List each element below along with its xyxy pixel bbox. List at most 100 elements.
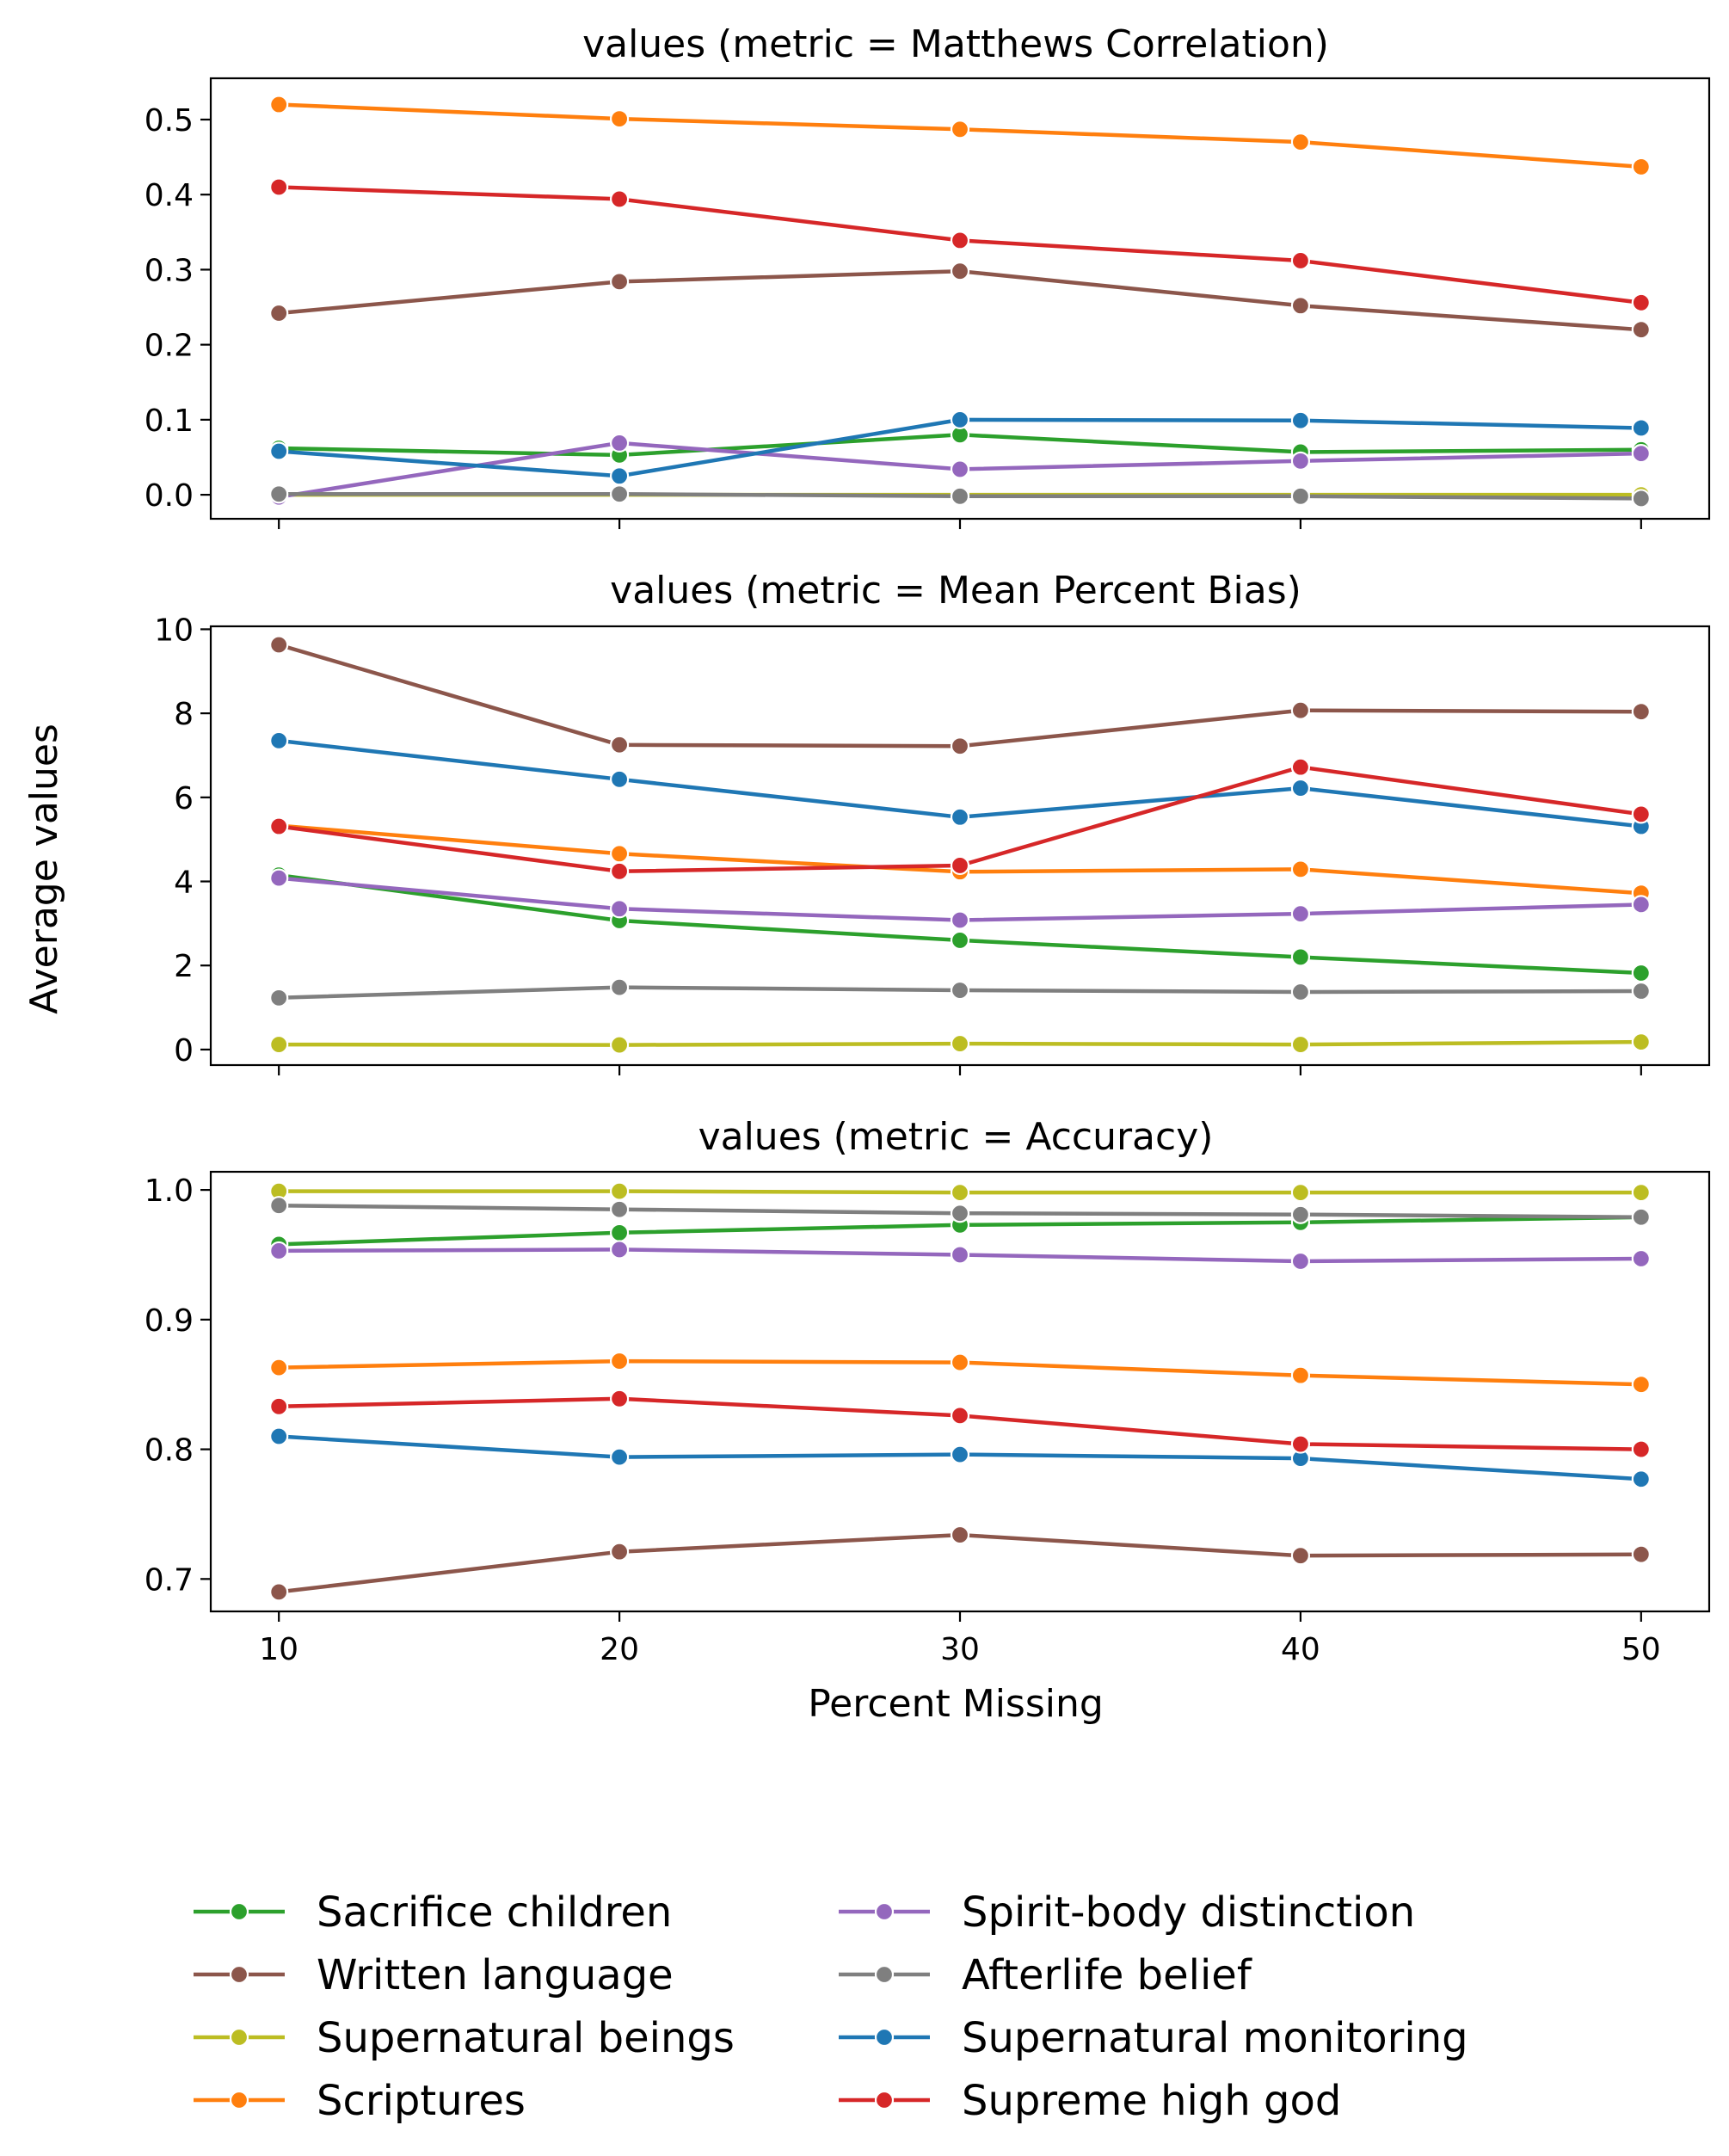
x-axis-ticks (278, 1065, 1642, 1075)
legend-label: Supernatural monitoring (962, 2014, 1468, 2062)
data-point (269, 988, 289, 1007)
y-tick-label: 0 (174, 1033, 194, 1069)
axes-frame (209, 625, 1711, 1067)
data-point (609, 1240, 630, 1260)
x-axis-label: Percent Missing (808, 1682, 1104, 1726)
y-tick-label: 10 (154, 613, 194, 648)
legend-item-supreme-high-god: Supreme high god (839, 2077, 1341, 2125)
series-scriptures (269, 95, 1651, 177)
plot-area (269, 95, 1651, 508)
data-point (609, 861, 630, 881)
data-point (609, 1542, 630, 1562)
data-point (1631, 1183, 1651, 1203)
data-point (950, 736, 970, 756)
data-point (1290, 1546, 1311, 1566)
data-point (1290, 486, 1311, 506)
data-point (269, 730, 289, 750)
series-supernatural-beings (269, 1032, 1651, 1055)
data-point (609, 977, 630, 997)
data-point (269, 303, 289, 323)
y-axis-ticks: 0.7 0.8 0.9 1.0 (145, 1173, 211, 1598)
legend-swatch-marker (229, 1964, 249, 1985)
data-point (269, 1358, 289, 1377)
data-point (609, 899, 630, 919)
x-axis-ticks: 10 20 30 40 50 (259, 1611, 1661, 1667)
plot-area (269, 1181, 1651, 1602)
legend-item-supernatural-monitoring: Supernatural monitoring (839, 2014, 1468, 2062)
data-point (269, 1396, 289, 1416)
series-afterlife-belief (269, 1196, 1651, 1227)
series-supreme-high-god (269, 757, 1651, 881)
y-tick-label: 0.5 (145, 103, 194, 139)
series-supernatural-beings (269, 1181, 1651, 1203)
legend-item-scriptures: Scriptures (194, 2077, 526, 2125)
legend-label: Supreme high god (962, 2077, 1341, 2125)
legend-item-spirit-body-distinction: Spirit-body distinction (839, 1888, 1415, 1937)
panel-mean-percent-bias: values (metric = Mean Percent Bias) 0 2 4 6… (154, 569, 1711, 1075)
data-point (1290, 132, 1311, 152)
y-tick-label: 2 (174, 949, 194, 984)
legend-label: Scriptures (317, 2077, 526, 2125)
data-point (609, 109, 630, 129)
data-point (609, 1351, 630, 1371)
y-tick-label: 0.4 (145, 178, 194, 213)
panel-matthews-correlation: values (metric = Matthews Correlation) 0… (145, 22, 1711, 529)
data-point (950, 120, 970, 139)
panel-title: values (metric = Matthews Correlation) (582, 22, 1329, 66)
data-point (950, 930, 970, 951)
data-point (609, 433, 630, 453)
y-axis-ticks: 0 2 4 6 8 10 (154, 613, 211, 1069)
plot-area (269, 635, 1651, 1055)
data-point (269, 95, 289, 114)
series-scriptures (269, 1351, 1651, 1395)
series-supernatural-monitoring (269, 1426, 1651, 1489)
data-point (609, 1223, 630, 1242)
series-supreme-high-god (269, 1389, 1651, 1459)
y-tick-label: 8 (174, 697, 194, 732)
data-point (609, 735, 630, 755)
legend-item-afterlife-belief: Afterlife belief (839, 1951, 1252, 1999)
data-point (1290, 1365, 1311, 1385)
data-point (609, 189, 630, 209)
data-point (1631, 1032, 1651, 1052)
data-point (609, 1181, 630, 1201)
legend: Sacrifice children Written language Supern… (194, 1888, 1468, 2125)
legend-label: Supernatural beings (317, 2014, 735, 2062)
data-point (1631, 444, 1651, 464)
series-written-language (269, 635, 1651, 756)
y-tick-label: 6 (174, 781, 194, 816)
data-point (269, 1582, 289, 1602)
data-point (950, 1183, 970, 1203)
panel-accuracy: values (metric = Accuracy) 0.70.80.91.0 … (145, 1115, 1711, 1667)
legend-swatch-marker (874, 1901, 895, 1922)
y-axis-ticks: 0.0 0.1 0.2 0.3 0.4 0.5 (145, 103, 211, 514)
x-tick-label: 40 (1281, 1632, 1320, 1667)
data-point (950, 807, 970, 827)
series-supreme-high-god (269, 177, 1651, 312)
data-point (269, 1241, 289, 1261)
data-point (609, 484, 630, 504)
data-point (1631, 1207, 1651, 1227)
data-point (269, 635, 289, 655)
x-axis-ticks (278, 519, 1642, 529)
data-point (269, 816, 289, 836)
y-tick-label: 0.2 (145, 329, 194, 364)
data-point (950, 1352, 970, 1372)
data-point (269, 484, 289, 504)
panel-title: values (metric = Accuracy) (698, 1115, 1214, 1159)
data-point (1631, 320, 1651, 340)
data-point (1290, 947, 1311, 967)
axes-frame (209, 77, 1711, 521)
y-tick-label: 0.1 (145, 403, 194, 439)
x-tick-label: 30 (940, 1632, 980, 1667)
data-point (1631, 157, 1651, 177)
series-spirit-body-distinction (269, 1240, 1651, 1272)
axes-frame (209, 1170, 1711, 1613)
data-point (609, 769, 630, 789)
data-point (609, 466, 630, 486)
y-tick-label: 1.0 (145, 1173, 194, 1209)
legend-swatch-marker (874, 1964, 895, 1985)
panel-title: values (metric = Mean Percent Bias) (610, 569, 1301, 613)
x-tick-label: 50 (1621, 1632, 1661, 1667)
